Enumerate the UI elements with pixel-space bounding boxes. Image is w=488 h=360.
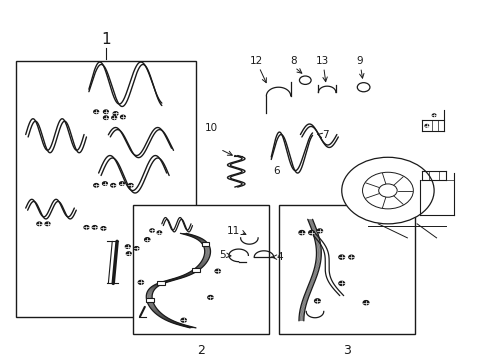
Circle shape xyxy=(378,184,396,197)
Circle shape xyxy=(150,229,154,232)
Circle shape xyxy=(126,252,131,255)
Text: 7: 7 xyxy=(322,130,328,140)
Circle shape xyxy=(317,229,322,233)
Text: 10: 10 xyxy=(204,122,217,132)
Circle shape xyxy=(341,157,433,224)
Circle shape xyxy=(362,172,412,209)
Circle shape xyxy=(134,247,139,250)
Circle shape xyxy=(431,114,435,117)
Text: 13: 13 xyxy=(315,56,328,66)
Circle shape xyxy=(103,110,108,113)
Bar xyxy=(157,282,164,285)
Circle shape xyxy=(215,269,220,273)
Text: 8: 8 xyxy=(290,56,296,66)
Circle shape xyxy=(314,299,320,303)
Circle shape xyxy=(103,116,108,120)
Circle shape xyxy=(363,301,368,305)
Circle shape xyxy=(338,255,344,259)
Bar xyxy=(201,242,209,246)
Circle shape xyxy=(120,182,124,185)
Circle shape xyxy=(94,184,99,187)
Circle shape xyxy=(338,282,344,285)
Circle shape xyxy=(138,280,143,284)
Text: 5: 5 xyxy=(219,250,225,260)
Text: 6: 6 xyxy=(272,166,279,176)
Circle shape xyxy=(144,238,150,242)
Circle shape xyxy=(94,110,99,113)
Circle shape xyxy=(157,231,161,234)
Circle shape xyxy=(84,226,89,229)
Circle shape xyxy=(112,116,116,120)
Text: 11: 11 xyxy=(226,226,239,236)
Circle shape xyxy=(128,184,133,187)
Text: 4: 4 xyxy=(276,252,282,262)
Circle shape xyxy=(299,76,310,84)
Bar xyxy=(145,298,153,302)
Circle shape xyxy=(181,318,186,322)
Circle shape xyxy=(111,184,115,187)
Text: 12: 12 xyxy=(249,56,263,66)
Text: 2: 2 xyxy=(196,344,204,357)
Circle shape xyxy=(120,115,125,119)
Text: 1: 1 xyxy=(101,32,110,47)
Circle shape xyxy=(45,222,50,226)
Bar xyxy=(278,204,414,334)
Circle shape xyxy=(424,125,427,127)
Circle shape xyxy=(37,222,41,226)
Circle shape xyxy=(299,230,304,235)
Text: 9: 9 xyxy=(356,56,362,66)
Circle shape xyxy=(92,226,97,229)
Circle shape xyxy=(357,83,369,92)
Circle shape xyxy=(125,245,130,248)
Circle shape xyxy=(348,255,353,259)
Bar xyxy=(16,61,196,317)
Bar xyxy=(132,204,268,334)
Bar xyxy=(192,268,200,272)
Circle shape xyxy=(102,182,107,185)
Circle shape xyxy=(308,230,314,235)
Text: 3: 3 xyxy=(342,344,350,357)
Circle shape xyxy=(101,227,106,230)
Circle shape xyxy=(113,112,118,115)
Circle shape xyxy=(207,296,213,299)
